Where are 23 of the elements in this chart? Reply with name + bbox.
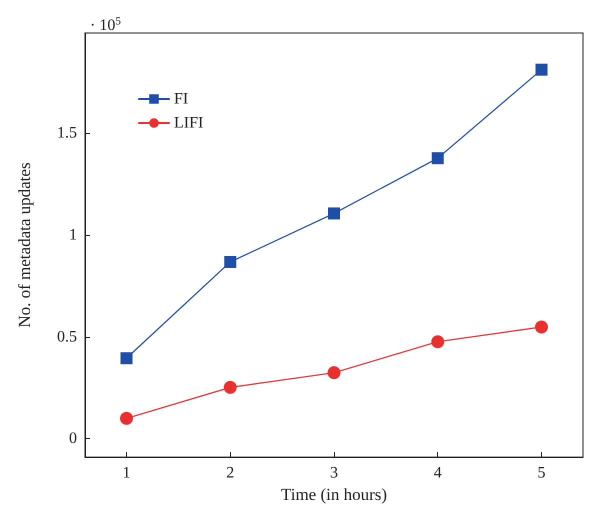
point bbox=[224, 256, 236, 268]
x-tick-label: 5 bbox=[538, 464, 546, 482]
point bbox=[328, 207, 340, 220]
point bbox=[535, 320, 548, 334]
y-tick-label: 0 bbox=[69, 430, 77, 448]
point bbox=[224, 380, 237, 394]
x-tick-label: 4 bbox=[434, 464, 442, 482]
y-axis-title: No. of metadata updates bbox=[15, 162, 34, 328]
point bbox=[431, 335, 444, 348]
y-tick-label: 1.5 bbox=[57, 124, 77, 142]
y-tick-label: 1 bbox=[69, 226, 77, 244]
y-tick-label: 0.5 bbox=[57, 328, 77, 346]
legend-label: FI bbox=[174, 90, 188, 108]
x-axis-title: Time (in hours) bbox=[280, 485, 388, 504]
x-tick-label: 2 bbox=[226, 464, 234, 482]
x-tick-label: 3 bbox=[330, 464, 338, 482]
point bbox=[120, 352, 132, 364]
point bbox=[328, 366, 340, 380]
legend-label: LIFI bbox=[174, 114, 204, 132]
point bbox=[536, 64, 548, 76]
point bbox=[432, 152, 444, 164]
point bbox=[120, 412, 133, 425]
x-tick-label: 1 bbox=[122, 464, 130, 482]
